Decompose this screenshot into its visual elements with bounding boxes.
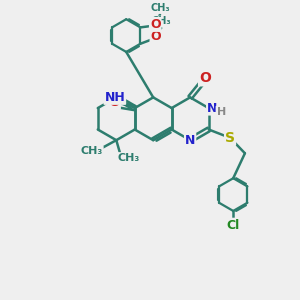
Text: CH₃: CH₃ — [80, 146, 103, 157]
Text: Cl: Cl — [226, 219, 240, 232]
Text: NH: NH — [104, 91, 125, 104]
Text: S: S — [225, 131, 235, 145]
Text: O: O — [199, 71, 211, 85]
Text: H: H — [217, 107, 226, 117]
Text: N: N — [185, 134, 195, 147]
Text: CH₃: CH₃ — [118, 153, 140, 163]
Text: CH₃: CH₃ — [150, 3, 170, 13]
Text: O: O — [150, 18, 160, 31]
Text: CH₃: CH₃ — [152, 16, 172, 26]
Text: O: O — [151, 30, 161, 44]
Text: N: N — [207, 102, 217, 115]
Text: O: O — [108, 94, 120, 109]
